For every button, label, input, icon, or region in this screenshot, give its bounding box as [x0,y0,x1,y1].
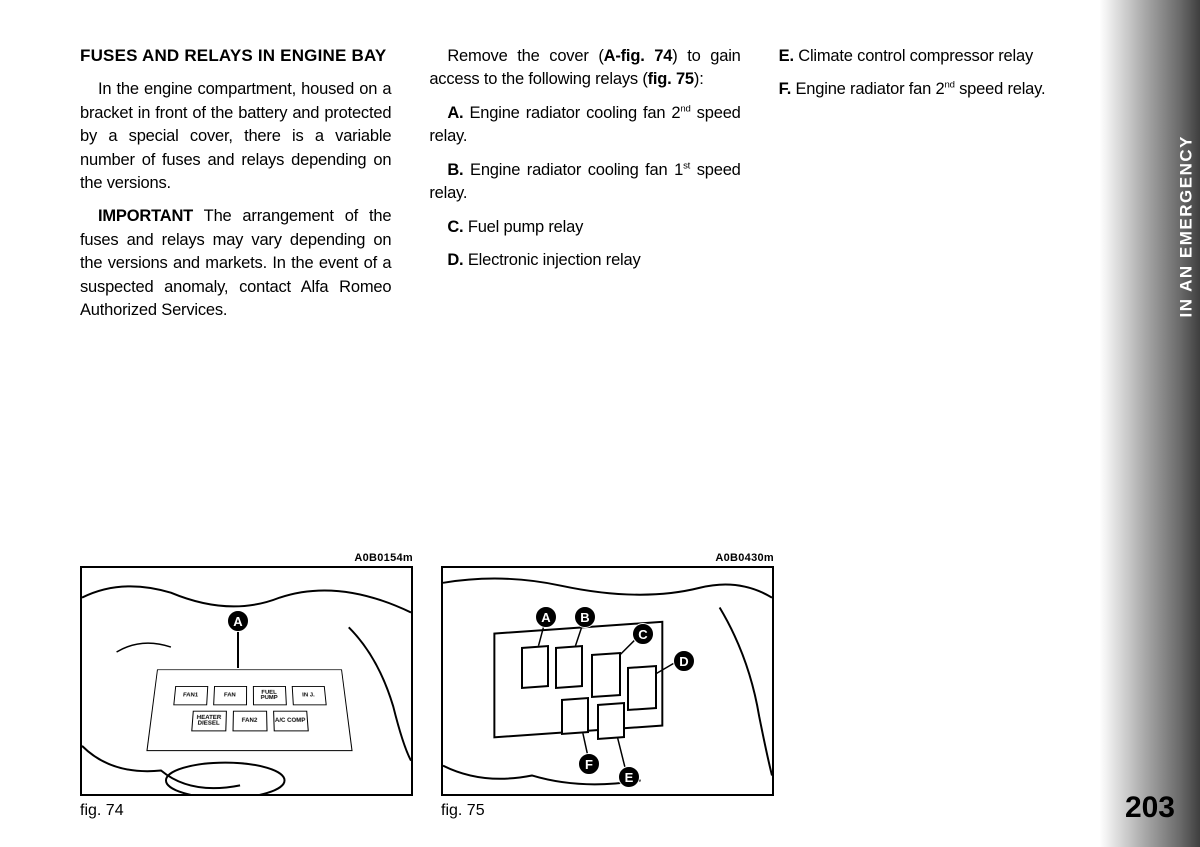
callout-a: A [227,610,249,632]
item-e: E. Climate control compressor relay [779,45,1090,68]
page-number: 203 [1125,791,1175,825]
fig74-box: FAN1 FAN FUEL PUMP IN J. HEATER DIESEL F… [80,566,413,796]
panel-label-ac: A/C COMP [273,711,309,732]
panel-label-fan2: FAN2 [232,711,267,732]
fig75-box: A B C D E F [441,566,774,796]
callout-d: D [673,650,695,672]
item-f: F. Engine radiator fan 2nd speed relay. [779,78,1090,101]
important-label: IMPORTANT [98,207,193,225]
panel-label-fuel: FUEL PUMP [252,686,286,705]
section-tab-label: IN AN EMERGENCY [1176,135,1196,317]
fig74-caption: fig. 74 [80,802,413,820]
column-2: Remove the cover (A-fig. 74) to gain acc… [429,45,740,332]
item-b: B. Engine radiator cooling fan 1st speed… [429,159,740,206]
col2-intro: Remove the cover (A-fig. 74) to gain acc… [429,45,740,92]
callout-c: C [632,623,654,645]
column-3: E. Climate control compressor relay F. E… [779,45,1090,332]
callout-b: B [574,606,596,628]
side-tab: IN AN EMERGENCY [1100,0,1200,847]
important-paragraph: IMPORTANT The arrangement of the fuses a… [80,205,391,322]
item-c: C. Fuel pump relay [429,216,740,239]
intro-paragraph: In the engine compartment, housed on a b… [80,78,391,195]
item-a: A. Engine radiator cooling fan 2nd speed… [429,102,740,149]
figure-74: A0B0154m FAN1 FAN FUEL PUMP IN J. HEATER… [80,552,413,820]
figures-row: A0B0154m FAN1 FAN FUEL PUMP IN J. HEATER… [80,552,774,820]
callout-a: A [535,606,557,628]
callout-f: F [578,753,600,775]
callout-e: E [618,766,640,788]
item-d: D. Electronic injection relay [429,249,740,272]
column-1: FUSES AND RELAYS IN ENGINE BAY In the en… [80,45,391,332]
fig75-caption: fig. 75 [441,802,774,820]
fuse-panel: FAN1 FAN FUEL PUMP IN J. HEATER DIESEL F… [146,669,352,751]
panel-label-inj: IN J. [291,686,326,705]
fig74-code: A0B0154m [80,552,413,564]
figure-75: A0B0430m A B C [441,552,774,820]
panel-label-fan1: FAN1 [173,686,208,705]
panel-label-fan: FAN [213,686,247,705]
section-title: FUSES AND RELAYS IN ENGINE BAY [80,45,391,66]
panel-label-heater: HEATER DIESEL [191,711,227,732]
fig75-code: A0B0430m [441,552,774,564]
